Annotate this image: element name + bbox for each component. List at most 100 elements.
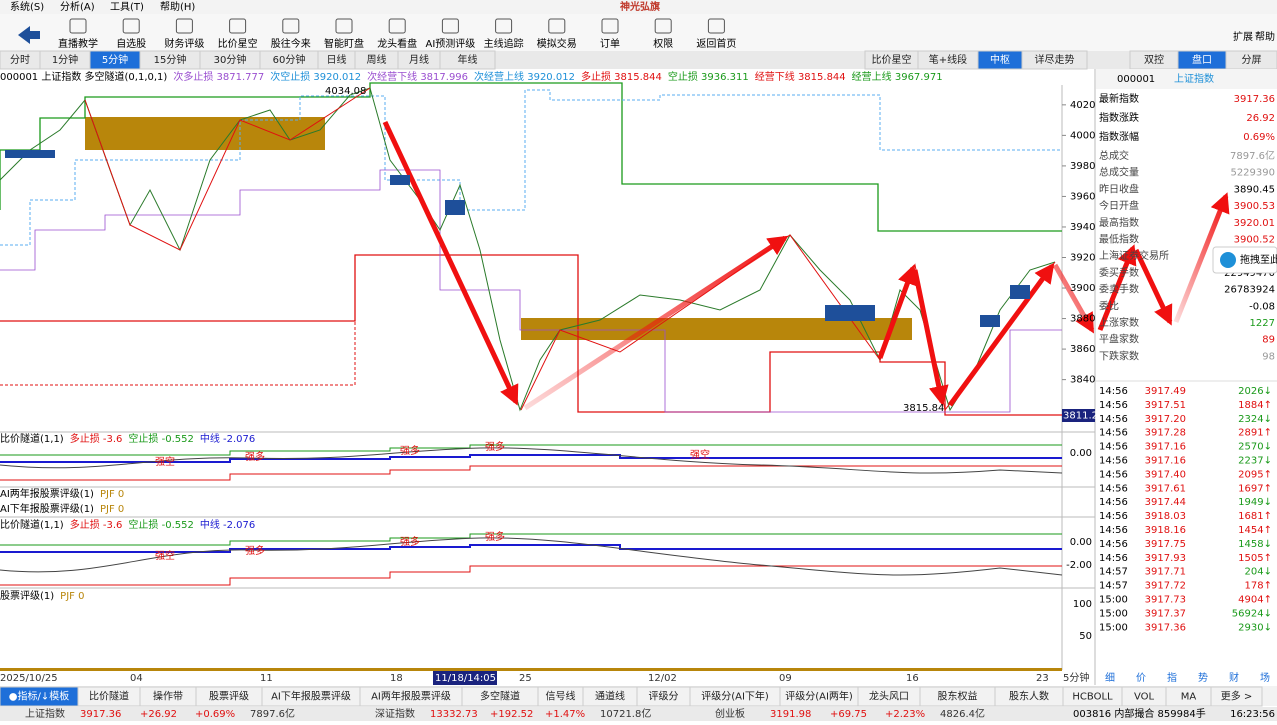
toolbar-label[interactable]: 财务评级 <box>164 37 204 50</box>
view-tab-label[interactable]: 笔+线段 <box>929 53 967 66</box>
side-tab[interactable]: 价 <box>1136 672 1146 684</box>
trade-volume: 4904↑ <box>1238 595 1272 606</box>
status-item: 3917.36 <box>80 709 121 720</box>
toolbar-label[interactable]: 直播教学 <box>58 37 98 50</box>
period-tab[interactable] <box>439 50 496 70</box>
indicator-title: 股票评级(1) <box>0 590 54 602</box>
toolbar-icon[interactable] <box>707 18 725 34</box>
bottom-tab-label[interactable]: 股东人数 <box>1009 690 1049 703</box>
side-tab[interactable]: 势 <box>1198 671 1208 684</box>
bottom-tab-label[interactable]: AI两年报股票评级 <box>371 690 451 703</box>
indicator-note: 强多 <box>400 535 420 548</box>
y-tick-label: 3960 <box>1070 191 1095 202</box>
period-tab-label[interactable]: 分时 <box>10 54 30 66</box>
toolbar-label[interactable]: 股往今来 <box>271 37 311 50</box>
bottom-tab-label[interactable]: MA <box>1181 692 1197 703</box>
view-tab-label[interactable]: 详尽走势 <box>1035 53 1075 66</box>
toolbar-icon[interactable] <box>601 18 619 34</box>
quote-value: 98 <box>1262 351 1275 362</box>
bottom-tab-label[interactable]: 多空隧道 <box>480 690 520 703</box>
toolbar-icon[interactable] <box>654 18 672 34</box>
toolbar-label[interactable]: 扩展 <box>1233 30 1253 43</box>
toolbar-label[interactable]: 帮助 <box>1255 30 1275 43</box>
bottom-tab-label[interactable]: 股票评级 <box>209 691 249 703</box>
period-tab-label[interactable]: 1分钟 <box>52 53 78 66</box>
period-tab-label[interactable]: 15分钟 <box>154 53 187 66</box>
side-tab[interactable]: 财 <box>1229 671 1239 684</box>
panel-tab-label[interactable]: 盘口 <box>1192 53 1212 66</box>
view-tab-label[interactable]: 中枢 <box>990 53 1010 66</box>
block-marker <box>825 305 875 321</box>
toolbar-label[interactable]: 智能盯盘 <box>324 37 364 50</box>
toolbar-icon[interactable] <box>335 18 353 34</box>
side-tab[interactable]: 指 <box>1167 671 1177 684</box>
period-tab-label[interactable]: 年线 <box>458 53 478 66</box>
bottom-tab[interactable] <box>1210 686 1263 707</box>
toolbar-icon[interactable] <box>495 18 513 34</box>
toolbar-icon[interactable] <box>441 18 459 34</box>
bottom-tab-label[interactable]: 评级分(AI下年) <box>701 690 769 703</box>
period-tab-label[interactable]: 30分钟 <box>214 53 247 66</box>
toolbar-label[interactable]: 模拟交易 <box>537 37 577 50</box>
trade-time: 14:56 <box>1099 539 1128 550</box>
period-tab-label[interactable]: 日线 <box>327 53 347 66</box>
menu-item[interactable]: 分析(A) <box>60 0 95 13</box>
side-tab[interactable]: 细 <box>1105 671 1115 684</box>
period-tab-label[interactable]: 5分钟 <box>102 53 128 66</box>
menu-item[interactable]: 系统(S) <box>10 0 44 13</box>
date-label: 23 <box>1036 673 1049 684</box>
crosshair-date <box>433 671 497 685</box>
view-tab-label[interactable]: 比价星空 <box>872 53 912 66</box>
toolbar-label[interactable]: AI预测评级 <box>426 37 476 50</box>
toolbar-icon[interactable] <box>282 18 300 34</box>
bottom-tab-label[interactable]: 更多 > <box>1221 690 1253 703</box>
toolbar-label[interactable]: 自选股 <box>116 37 146 50</box>
header-item: 次经营上线 3920.012 <box>474 70 575 83</box>
toolbar-label[interactable]: 权限 <box>653 37 673 50</box>
panel-tab-label[interactable]: 双控 <box>1144 53 1164 66</box>
bottom-tab-label[interactable]: VOL <box>1134 692 1155 703</box>
period-tab-label[interactable]: 周线 <box>367 53 387 66</box>
y-tick-label: 3920 <box>1070 253 1095 264</box>
trade-volume: 1681↑ <box>1238 511 1272 522</box>
side-tab[interactable]: 场 <box>1260 671 1270 684</box>
bottom-tab-label[interactable]: ●指标/↓模板 <box>9 690 69 703</box>
trade-volume: 2891↑ <box>1238 428 1272 439</box>
period-tab-label[interactable]: 月线 <box>409 53 429 66</box>
bottom-tab-label[interactable]: 评级分(AI两年) <box>785 690 853 703</box>
toolbar-icon[interactable] <box>388 18 406 34</box>
back-button[interactable] <box>18 26 40 44</box>
trade-price: 3917.75 <box>1145 539 1186 550</box>
toolbar-icon[interactable] <box>175 18 193 34</box>
bottom-tab-label[interactable]: HCBOLL <box>1072 692 1113 703</box>
float-button-label[interactable]: 拖拽至此 <box>1240 253 1277 266</box>
toolbar-icon[interactable] <box>122 18 140 34</box>
period-tab-label[interactable]: 60分钟 <box>273 53 306 66</box>
view-tab[interactable] <box>1021 50 1088 70</box>
bottom-tab-label[interactable]: 评级分 <box>649 691 679 703</box>
trend-arrow <box>382 120 519 406</box>
toolbar-label[interactable]: 订单 <box>600 38 620 50</box>
status-item: 创业板 <box>715 707 745 720</box>
bottom-tab-label[interactable]: 股东权益 <box>938 690 978 703</box>
menu-item[interactable]: 帮助(H) <box>160 0 195 13</box>
date-label: 25 <box>519 673 532 684</box>
toolbar-label[interactable]: 比价星空 <box>218 37 258 50</box>
bottom-tab-label[interactable]: AI下年报股票评级 <box>271 690 351 703</box>
panel-tab-label[interactable]: 分屏 <box>1242 54 1262 66</box>
bottom-tab-label[interactable]: 龙头风口 <box>869 690 909 703</box>
toolbar-label[interactable]: 返回首页 <box>696 37 736 50</box>
menu-item[interactable]: 工具(T) <box>110 1 144 13</box>
toolbar-icon[interactable] <box>69 18 87 34</box>
bottom-tab-label[interactable]: 比价隧道 <box>89 690 129 703</box>
toolbar-icon[interactable] <box>229 18 247 34</box>
toolbar-label[interactable]: 主线追踪 <box>484 37 524 50</box>
bottom-tab-label[interactable]: 操作带 <box>153 690 183 703</box>
float-icon[interactable] <box>1220 252 1236 268</box>
bottom-tab-label[interactable]: 信号线 <box>546 690 576 703</box>
trade-time: 14:56 <box>1099 386 1128 397</box>
toolbar-icon[interactable] <box>548 18 566 34</box>
bottom-tab-label[interactable]: 通道线 <box>595 690 625 703</box>
indicator-title: 比价隧道(1,1) <box>0 432 64 445</box>
toolbar-label[interactable]: 龙头看盘 <box>377 37 417 50</box>
